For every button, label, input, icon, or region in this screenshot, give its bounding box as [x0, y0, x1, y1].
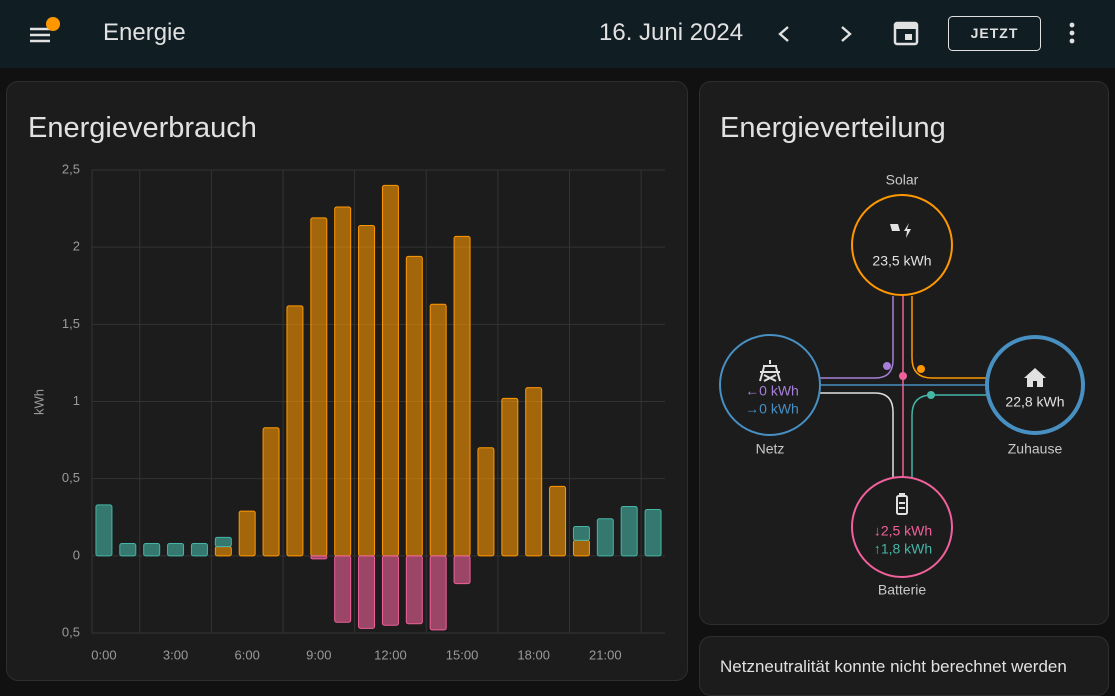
x-tick-label: 21:00 [589, 647, 622, 662]
y-tick-label: 1 [73, 393, 80, 408]
bar [214, 546, 232, 557]
bar [405, 255, 423, 557]
y-tick-label: 2,5 [62, 161, 80, 176]
bar [119, 542, 137, 557]
bar [644, 509, 662, 557]
battery-node[interactable] [851, 476, 953, 578]
home-node[interactable] [985, 335, 1085, 435]
chart: kWh 2,5 2 1,5 1 0,5 0 0,5 0:00 3:00 6:00 9:00 12:00… [31, 161, 665, 662]
bar [381, 555, 399, 626]
node-label: Batterie [878, 582, 926, 598]
bar [334, 555, 352, 623]
bar [190, 542, 208, 557]
y-tick-label: 2 [73, 239, 80, 254]
node-value: 23,5 kWh [872, 253, 931, 269]
node-value: →0 kWh [745, 401, 799, 417]
bar [167, 542, 185, 557]
icons [759, 223, 1046, 515]
bar [334, 206, 352, 557]
header-icons [30, 16, 1075, 51]
menu-button[interactable] [30, 27, 50, 43]
node-value: 22,8 kWh [1005, 394, 1064, 410]
calendar-button[interactable] [893, 21, 919, 46]
x-tick-label: 18:00 [517, 647, 550, 662]
card-title: Energieverteilung [720, 112, 946, 144]
grid-node[interactable] [719, 334, 821, 436]
bar [262, 427, 280, 557]
bar [525, 387, 543, 557]
bar [286, 305, 304, 557]
bar [429, 303, 447, 557]
bar [477, 447, 495, 557]
top-bar: Energie 16. Juni 2024 JETZT [0, 0, 1115, 68]
x-tick-label: 0:00 [91, 647, 116, 662]
bar [453, 555, 471, 585]
bar [310, 217, 328, 557]
x-tick-label: 9:00 [306, 647, 331, 662]
notification-dot [46, 17, 60, 31]
bar [95, 504, 113, 557]
prev-button[interactable] [778, 26, 789, 42]
y-tick-label: 0,5 [62, 470, 80, 485]
x-tick-label: 15:00 [446, 647, 479, 662]
node-value: ←0 kWh [745, 383, 799, 399]
bar [214, 536, 232, 548]
node-label: Solar [886, 172, 919, 188]
page-title: Energie [103, 19, 186, 46]
bar [405, 555, 423, 625]
bar [572, 526, 590, 541]
solar-node[interactable] [851, 194, 953, 296]
bar [453, 235, 471, 557]
bar [358, 555, 376, 629]
node-label: Zuhause [1008, 441, 1063, 457]
distribution-diagram: Solar 23,5 kWh Netz ←0 kWh →0 kWh 22,8 k… [719, 172, 1085, 598]
bar [381, 184, 399, 557]
x-tick-label: 12:00 [374, 647, 407, 662]
bar [549, 485, 567, 557]
bar [358, 225, 376, 557]
bar [429, 555, 447, 631]
x-tick-label: 6:00 [235, 647, 260, 662]
now-button[interactable] [948, 16, 1041, 51]
bar [310, 555, 328, 560]
bar [572, 539, 590, 557]
more-button[interactable] [1069, 22, 1075, 44]
bar [143, 542, 161, 557]
card-title: Energieverbrauch [28, 112, 257, 144]
node-value: ↑1,8 kWh [874, 541, 932, 557]
node-label: Netz [756, 441, 785, 457]
y-tick-label: 0,5 [62, 624, 80, 639]
next-button[interactable] [841, 26, 852, 42]
y-tick-label: 1,5 [62, 316, 80, 331]
now-label[interactable]: JETZT [970, 25, 1019, 41]
x-tick-label: 3:00 [163, 647, 188, 662]
bar [620, 505, 638, 557]
bar [501, 397, 519, 557]
bar [596, 518, 614, 557]
y-axis-label: kWh [31, 389, 46, 415]
y-tick-label: 0 [73, 547, 80, 562]
bar [238, 510, 256, 557]
date: 16. Juni 2024 [599, 19, 744, 46]
node-value: ↓2,5 kWh [874, 523, 932, 539]
